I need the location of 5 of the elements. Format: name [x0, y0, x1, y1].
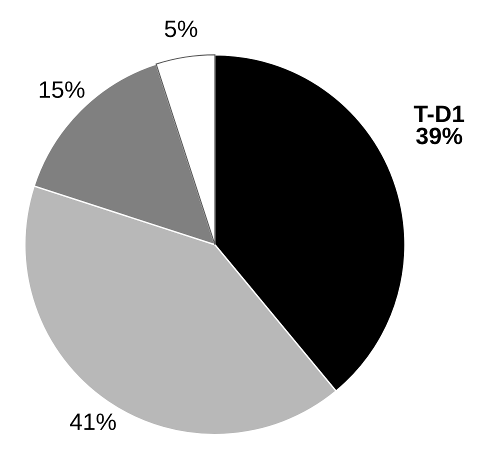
data-label: 5% — [164, 20, 198, 38]
slice-label: T-D1 — [414, 106, 464, 122]
data-label: 39% — [416, 128, 462, 144]
data-label: 41% — [70, 414, 116, 430]
data-label: 15% — [40, 81, 84, 98]
